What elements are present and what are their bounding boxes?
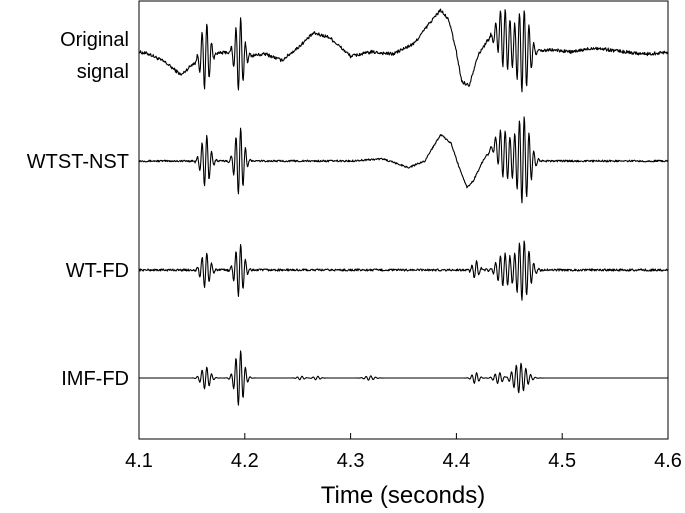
traces-group <box>138 8 669 406</box>
row-label: signal <box>77 61 129 83</box>
trace-original-signal <box>138 8 669 93</box>
x-tick-label: 4.4 <box>442 450 470 472</box>
x-tick-label: 4.6 <box>654 450 682 472</box>
trace-wt-fd <box>138 240 669 301</box>
row-label: WTST-NST <box>27 151 129 173</box>
x-tick-label: 4.5 <box>548 450 576 472</box>
x-tick-label: 4.1 <box>125 450 153 472</box>
x-tick-label: 4.2 <box>231 450 259 472</box>
x-axis-title: Time (seconds) <box>321 482 485 509</box>
x-ticks-group: 4.1 4.2 4.3 4.4 4.5 4.6 <box>125 433 682 472</box>
trace-wtst-nst <box>138 116 669 204</box>
row-label: WT-FD <box>66 260 129 282</box>
row-label: Original <box>60 29 129 51</box>
x-tick-label: 4.3 <box>337 450 365 472</box>
trace-imf-fd <box>138 350 669 406</box>
plot-frame <box>138 0 669 440</box>
row-label: IMF-FD <box>61 368 129 390</box>
row-labels-group: Original signal WTST-NST WT-FD IMF-FD <box>27 29 129 390</box>
